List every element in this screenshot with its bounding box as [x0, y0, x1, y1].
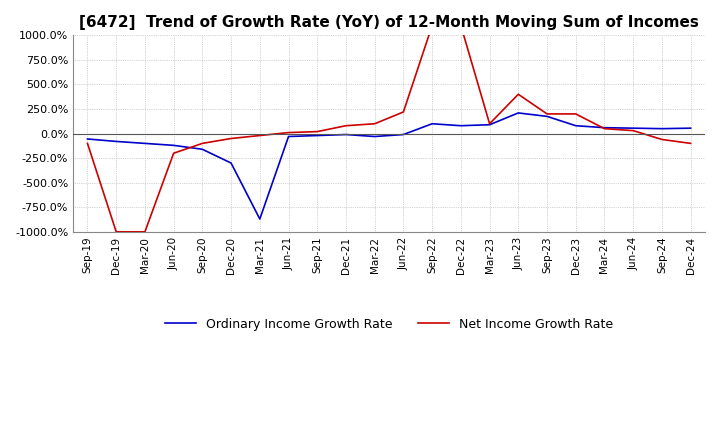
Ordinary Income Growth Rate	[514, 110, 523, 116]
Ordinary Income Growth Rate	[256, 216, 264, 222]
Net Income Growth Rate	[686, 141, 695, 146]
Ordinary Income Growth Rate	[456, 123, 465, 128]
Net Income Growth Rate	[140, 229, 149, 235]
Ordinary Income Growth Rate	[284, 134, 293, 139]
Ordinary Income Growth Rate	[313, 133, 322, 138]
Ordinary Income Growth Rate	[112, 139, 120, 144]
Net Income Growth Rate	[284, 130, 293, 135]
Net Income Growth Rate	[543, 111, 552, 117]
Net Income Growth Rate	[342, 123, 351, 128]
Net Income Growth Rate	[485, 121, 494, 126]
Net Income Growth Rate	[313, 129, 322, 134]
Legend: Ordinary Income Growth Rate, Net Income Growth Rate: Ordinary Income Growth Rate, Net Income …	[160, 313, 618, 336]
Title: [6472]  Trend of Growth Rate (YoY) of 12-Month Moving Sum of Incomes: [6472] Trend of Growth Rate (YoY) of 12-…	[79, 15, 699, 30]
Net Income Growth Rate	[198, 141, 207, 146]
Ordinary Income Growth Rate	[629, 125, 637, 131]
Ordinary Income Growth Rate	[140, 141, 149, 146]
Line: Ordinary Income Growth Rate: Ordinary Income Growth Rate	[87, 113, 690, 219]
Net Income Growth Rate	[600, 126, 609, 131]
Net Income Growth Rate	[83, 141, 91, 146]
Net Income Growth Rate	[428, 23, 436, 28]
Ordinary Income Growth Rate	[572, 123, 580, 128]
Net Income Growth Rate	[169, 150, 178, 156]
Ordinary Income Growth Rate	[83, 136, 91, 142]
Ordinary Income Growth Rate	[686, 125, 695, 131]
Ordinary Income Growth Rate	[198, 147, 207, 152]
Net Income Growth Rate	[629, 128, 637, 133]
Ordinary Income Growth Rate	[169, 143, 178, 148]
Net Income Growth Rate	[572, 111, 580, 117]
Ordinary Income Growth Rate	[600, 125, 609, 130]
Ordinary Income Growth Rate	[543, 114, 552, 119]
Ordinary Income Growth Rate	[485, 122, 494, 127]
Ordinary Income Growth Rate	[342, 132, 351, 137]
Net Income Growth Rate	[112, 229, 120, 235]
Net Income Growth Rate	[514, 92, 523, 97]
Ordinary Income Growth Rate	[227, 161, 235, 166]
Net Income Growth Rate	[657, 137, 666, 142]
Ordinary Income Growth Rate	[428, 121, 436, 126]
Net Income Growth Rate	[227, 136, 235, 141]
Ordinary Income Growth Rate	[399, 132, 408, 137]
Net Income Growth Rate	[399, 109, 408, 114]
Ordinary Income Growth Rate	[657, 126, 666, 131]
Net Income Growth Rate	[256, 133, 264, 138]
Line: Net Income Growth Rate: Net Income Growth Rate	[87, 26, 690, 232]
Net Income Growth Rate	[370, 121, 379, 126]
Net Income Growth Rate	[456, 23, 465, 28]
Ordinary Income Growth Rate	[370, 134, 379, 139]
